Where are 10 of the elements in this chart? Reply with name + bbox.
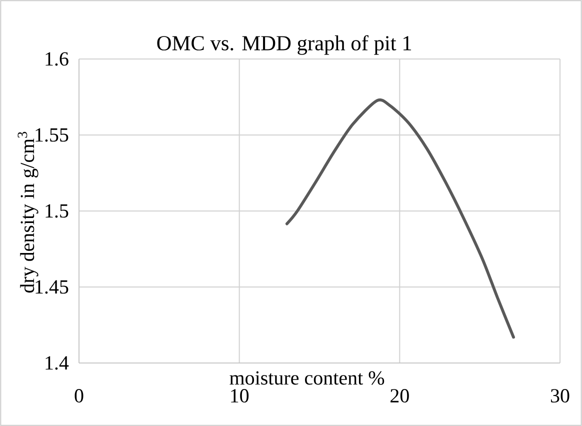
y-tick-label: 1.6 (46, 52, 68, 66)
y-tick-label: 1.4 (46, 356, 69, 370)
x-tick-label: 10 (231, 389, 249, 403)
line-series (285, 98, 515, 339)
x-tick-label: 20 (390, 389, 409, 403)
x-tick-label: 30 (550, 389, 570, 403)
x-tick-label: 0 (74, 389, 84, 403)
chart-title: OMC vs. MDD graph of pit 1 (157, 35, 412, 55)
y-tick-label: 1.5 (46, 204, 68, 218)
x-axis-title: moisture content % (230, 371, 384, 385)
